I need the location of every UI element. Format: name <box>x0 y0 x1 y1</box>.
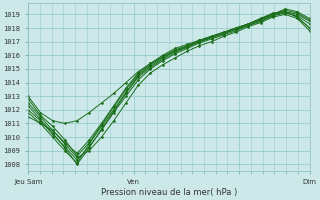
X-axis label: Pression niveau de la mer( hPa ): Pression niveau de la mer( hPa ) <box>101 188 237 197</box>
